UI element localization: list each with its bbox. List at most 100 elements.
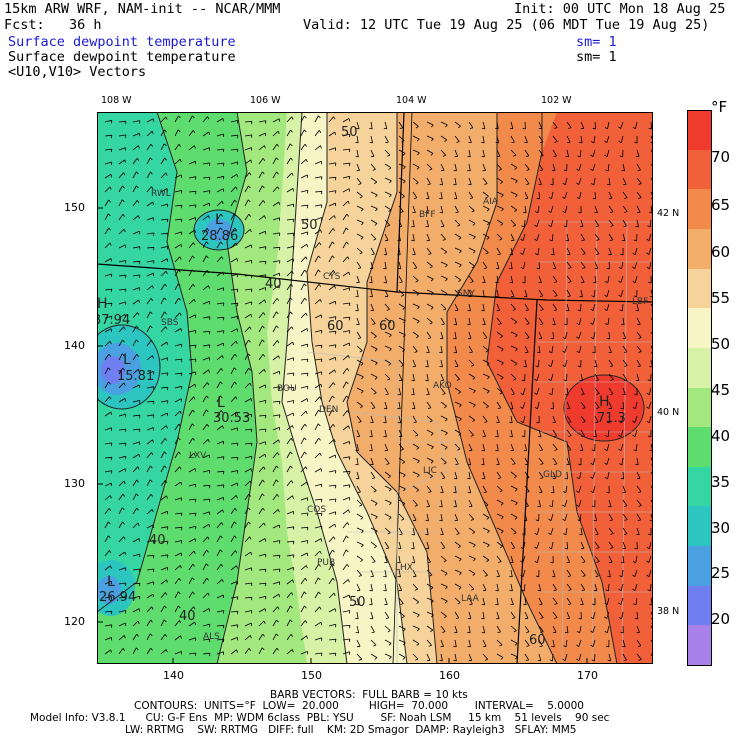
wind-barb xyxy=(649,261,652,269)
wind-barb-flag xyxy=(124,159,126,163)
wind-barb xyxy=(314,652,322,655)
wind-barb-flag xyxy=(604,462,608,465)
wind-barb-flag xyxy=(150,298,154,302)
wind-barb xyxy=(202,536,208,543)
wind-barb xyxy=(244,480,251,487)
wind-barb xyxy=(620,135,624,143)
wind-barb xyxy=(370,429,373,437)
wind-barb-flag xyxy=(550,492,555,494)
wind-barb xyxy=(496,639,503,646)
wind-barb xyxy=(314,269,319,277)
wind-barb xyxy=(384,233,389,241)
wind-barb xyxy=(607,429,610,437)
wind-barb xyxy=(551,233,554,242)
wind-barb-flag xyxy=(262,507,265,511)
wind-barb xyxy=(174,552,182,557)
wind-barb-flag xyxy=(473,544,476,548)
wind-barb xyxy=(174,174,182,179)
wind-barb xyxy=(440,373,445,381)
wind-barb xyxy=(188,577,193,585)
wind-barb-flag xyxy=(473,404,476,408)
wind-barb-flag xyxy=(369,604,373,606)
wind-barb xyxy=(635,401,638,409)
wind-barb-flag xyxy=(248,648,252,651)
wind-barb-flag xyxy=(136,158,140,162)
wind-barb-flag xyxy=(222,188,225,192)
wind-barb-flag xyxy=(632,266,635,269)
wind-barb xyxy=(146,400,155,403)
wind-barb xyxy=(510,191,518,196)
wind-barb-flag xyxy=(108,227,111,231)
wind-barb-flag xyxy=(467,478,471,480)
wind-barb xyxy=(650,331,653,336)
wind-barb xyxy=(188,299,195,305)
wind-barb xyxy=(608,247,612,255)
wind-barb-flag xyxy=(292,219,295,223)
wind-barb xyxy=(132,120,140,123)
wind-barb-flag xyxy=(472,573,476,576)
wind-barb-flag xyxy=(578,617,582,620)
wind-barb xyxy=(188,452,195,459)
wind-barb-flag xyxy=(525,463,529,466)
wind-barb xyxy=(118,480,125,487)
wind-barb-flag xyxy=(122,213,126,217)
wind-barb-flag xyxy=(562,210,566,214)
wind-barb-flag xyxy=(403,320,406,324)
wind-barb-flag xyxy=(431,124,434,128)
wind-barb xyxy=(622,191,628,198)
wind-barb xyxy=(440,527,444,535)
wind-barb-flag xyxy=(400,211,404,213)
wind-barb-flag xyxy=(534,224,538,228)
wind-barb xyxy=(342,330,350,333)
wind-barb-flag xyxy=(138,261,141,265)
wind-barb xyxy=(118,428,126,431)
wind-barb-flag xyxy=(403,642,406,646)
wind-barb xyxy=(202,382,208,389)
wind-barb-flag xyxy=(416,138,420,142)
wind-barb-flag xyxy=(138,454,140,458)
wind-barb-flag xyxy=(206,549,209,553)
wind-barb xyxy=(454,583,462,588)
wind-barb xyxy=(608,401,613,409)
wind-barb xyxy=(356,569,362,576)
wind-barb-flag xyxy=(193,550,196,554)
wind-barb xyxy=(622,331,627,339)
wind-barb-flag xyxy=(401,518,405,521)
wind-barb xyxy=(258,507,264,515)
wind-barb-flag xyxy=(262,325,265,329)
wind-barb-flag xyxy=(592,351,596,354)
wind-barb xyxy=(538,625,544,632)
wind-barb-flag xyxy=(276,494,280,497)
wind-barb xyxy=(174,231,182,235)
wind-barb xyxy=(468,303,471,311)
wind-barb xyxy=(314,591,319,599)
wind-barb xyxy=(426,569,433,576)
wind-barb-flag xyxy=(416,447,420,450)
wind-barb-flag xyxy=(470,281,474,283)
wind-barb xyxy=(174,243,182,249)
wind-barb-flag xyxy=(369,128,373,130)
wind-barb xyxy=(118,313,126,319)
wind-barb xyxy=(104,119,112,123)
wind-barb xyxy=(258,158,264,165)
wind-barb xyxy=(328,116,334,123)
wind-barb-flag xyxy=(320,229,322,233)
wind-barb xyxy=(412,485,420,491)
wind-barb xyxy=(482,485,487,493)
wind-barb-flag xyxy=(388,167,392,170)
wind-barb xyxy=(578,345,582,353)
wind-barb-flag xyxy=(235,495,238,499)
wind-barb xyxy=(202,116,208,123)
forecast-hour: Fcst: 36 h xyxy=(4,17,102,33)
wind-barb-flag xyxy=(618,294,622,298)
wind-barb xyxy=(524,611,529,619)
wind-barb xyxy=(342,610,350,613)
wind-barb xyxy=(328,190,336,193)
wind-barb xyxy=(146,201,153,207)
wind-barb xyxy=(146,554,155,557)
wind-barb-flag xyxy=(520,574,524,578)
wind-barb-flag xyxy=(194,621,196,626)
wind-barb-flag xyxy=(178,115,181,119)
wind-barb-flag xyxy=(509,268,513,270)
wind-barb xyxy=(216,624,225,627)
